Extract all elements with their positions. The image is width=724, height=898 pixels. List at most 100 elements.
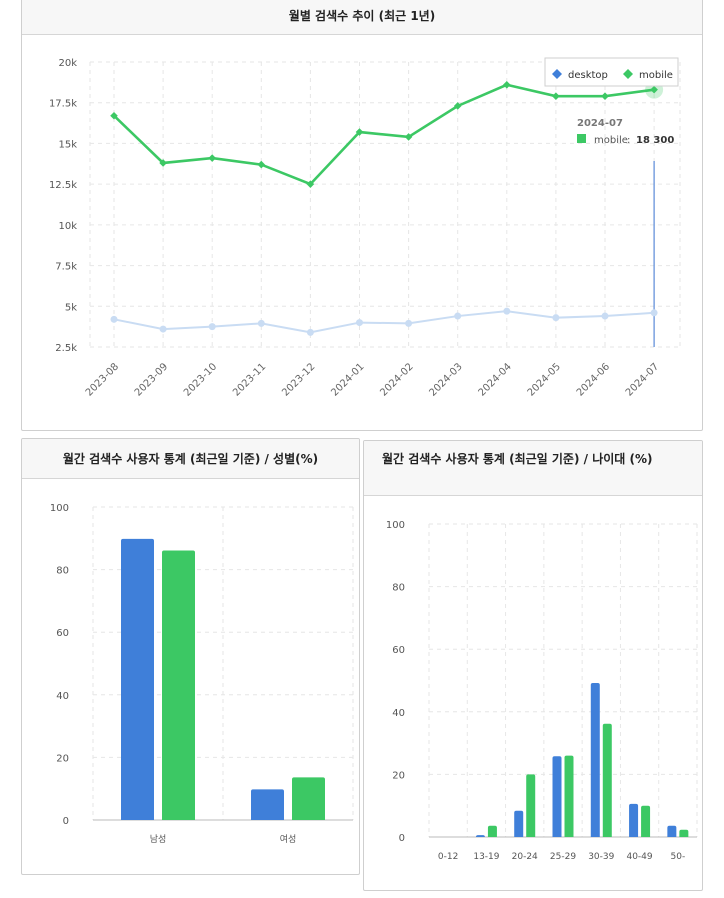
y-axis: 2.5k 5k 7.5k 10k 12.5k 15k 17.5k 20k [49, 58, 77, 354]
desktop-point [503, 307, 511, 315]
x-tick-label: 2023-08 [84, 361, 121, 398]
desktop-point [650, 309, 658, 317]
tooltip-value: 18 300 [636, 135, 674, 146]
x-axis: 0-12 13-19 20-24 25-29 30-39 40-49 50- [438, 852, 685, 862]
y-tick-label: 20k [58, 58, 77, 69]
legend: desktop mobile [544, 57, 679, 87]
grid [428, 523, 698, 838]
mobile-point [503, 81, 511, 89]
mobile-point [552, 92, 560, 100]
x-tick-label: 남성 [150, 834, 167, 845]
mobile-point [159, 159, 167, 167]
mobile-point [601, 92, 609, 100]
desktop-point [601, 312, 609, 320]
x-axis: 남성 여성 [150, 833, 297, 845]
line-chart-title: 월별 검색수 추이 (최근 1년) [22, 0, 702, 35]
y-tick-label: 5k [65, 302, 77, 313]
desktop-point [208, 323, 216, 331]
x-tick-label: 2023-12 [280, 361, 317, 398]
x-tick-label: 2024-04 [477, 361, 514, 398]
mobile-point [453, 102, 462, 110]
tooltip: 2024-07 mobile:18 300 [577, 118, 674, 146]
bar-desktop [667, 825, 677, 837]
x-tick-label: 40-49 [626, 852, 652, 862]
y-tick-label: 0 [63, 816, 69, 827]
y-tick-label: 40 [56, 691, 69, 702]
desktop-point [110, 315, 118, 323]
legend-mobile-label: mobile [639, 70, 673, 81]
mobile-point [355, 128, 364, 136]
x-tick-label: 여성 [280, 833, 297, 845]
x-tick-label: 0-12 [438, 852, 458, 862]
desktop-point [454, 312, 462, 320]
bar-desktop [251, 789, 284, 820]
tooltip-swatch [577, 134, 586, 143]
bar-mobile [162, 550, 195, 820]
y-tick-label: 40 [392, 708, 405, 719]
mobile-point [257, 160, 266, 169]
y-tick-label: 20 [392, 770, 405, 781]
gender-chart-panel: 월간 검색수 사용자 통계 (최근일 기준) / 성별(%) 0 20 40 60 80… [21, 438, 360, 875]
desktop-point [257, 319, 265, 327]
legend-desktop-label: desktop [568, 70, 608, 81]
mobile-line [113, 83, 655, 186]
bar-desktop [590, 683, 600, 837]
y-axis: 0 20 40 60 80 100 [386, 520, 405, 844]
x-tick-label: 13-19 [473, 852, 499, 862]
bar-mobile [526, 774, 536, 837]
y-tick-label: 60 [392, 645, 405, 656]
bar-mobile [602, 723, 612, 837]
y-tick-label: 100 [50, 503, 69, 514]
y-tick-label: 80 [56, 566, 69, 577]
x-axis: 2023-08 2023-09 2023-10 2023-11 2023-12 2024-… [84, 361, 661, 398]
mobile-point [110, 111, 118, 120]
y-tick-label: 17.5k [49, 99, 77, 110]
tooltip-title: 2024-07 [577, 118, 623, 129]
x-tick-label: 2024-02 [378, 361, 415, 398]
x-tick-label: 20-24 [512, 852, 538, 862]
y-tick-label: 20 [56, 753, 69, 764]
y-tick-label: 15k [58, 139, 77, 150]
x-tick-label: 2024-03 [427, 361, 464, 398]
y-tick-label: 0 [399, 833, 405, 844]
desktop-point [552, 314, 560, 322]
y-tick-label: 12.5k [49, 180, 77, 191]
y-tick-label: 2.5k [55, 343, 77, 354]
gender-bar-chart: 0 20 40 60 80 100 남성 여성 [50, 503, 354, 845]
y-axis: 0 20 40 60 80 100 [50, 503, 69, 827]
x-tick-label: 50- [671, 852, 686, 862]
age-chart-panel: 월간 검색수 사용자 통계 (최근일 기준) / 나이대 (%) 0 20 40 60… [363, 440, 703, 891]
gender-chart-title: 월간 검색수 사용자 통계 (최근일 기준) / 성별(%) [22, 439, 359, 479]
bars [121, 538, 325, 820]
bar-mobile [292, 777, 325, 820]
bar-desktop [552, 756, 562, 837]
desktop-point [356, 319, 363, 327]
desktop-point [405, 319, 413, 327]
tooltip-separator: : [627, 135, 630, 146]
bar-desktop [629, 803, 639, 837]
y-tick-label: 10k [58, 221, 77, 232]
desktop-point [306, 328, 314, 336]
bar-desktop [121, 538, 154, 820]
age-chart-title: 월간 검색수 사용자 통계 (최근일 기준) / 나이대 (%) [364, 441, 702, 496]
x-tick-label: 2024-01 [329, 361, 366, 398]
bar-mobile [679, 829, 689, 837]
bar-desktop [475, 835, 485, 838]
bars [475, 683, 689, 838]
x-tick-label: 2023-11 [231, 361, 268, 398]
tooltip-series: mobile [594, 135, 628, 146]
line-chart: 2.5k 5k 7.5k 10k 12.5k 15k 17.5k 20k 2023-08 2023… [49, 57, 681, 399]
legend-box [544, 57, 679, 87]
mobile-point [306, 180, 315, 188]
x-tick-label: 2024-05 [526, 361, 563, 398]
x-tick-label: 2024-06 [575, 361, 612, 398]
legend-desktop-marker [552, 69, 562, 79]
x-tick-label: 30-39 [588, 852, 614, 862]
y-tick-label: 7.5k [55, 262, 77, 273]
age-bar-chart: 0 20 40 60 80 100 0-12 13-19 20-24 25-29 30-39 40-4… [386, 520, 698, 862]
line-chart-panel: 월별 검색수 추이 (최근 1년) 2.5k 5k 7.5k 10k 12.5k 15k 1… [21, 0, 703, 431]
bar-mobile [564, 755, 574, 837]
x-tick-label: 25-29 [550, 852, 576, 862]
x-tick-label: 2024-07 [624, 361, 661, 398]
y-tick-label: 80 [392, 583, 405, 594]
